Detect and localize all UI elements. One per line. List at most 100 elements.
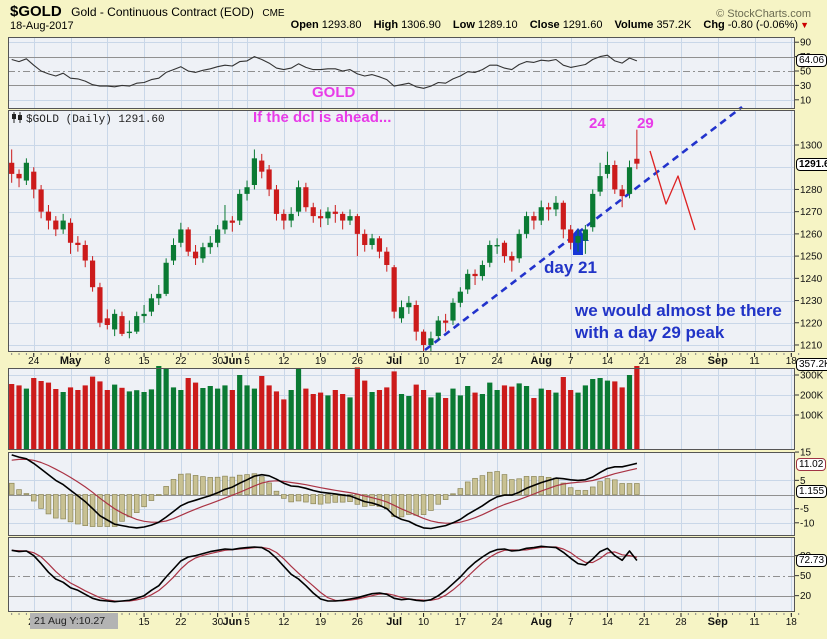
macd-line: [11, 454, 638, 530]
annotation-gold: GOLD: [312, 84, 356, 101]
svg-text:90: 90: [800, 38, 812, 49]
volume-value: 357.2K: [656, 19, 692, 31]
svg-text:22: 22: [175, 617, 187, 628]
macd-panel: [8, 452, 795, 536]
svg-text:30: 30: [212, 617, 224, 628]
svg-text:15: 15: [139, 356, 151, 367]
svg-text:15: 15: [800, 448, 812, 459]
svg-text:7: 7: [568, 356, 574, 367]
candlestick-chart-icon: [12, 112, 22, 123]
svg-text:100K: 100K: [800, 411, 824, 422]
svg-text:18: 18: [786, 356, 798, 367]
crosshair-readout: 21 Aug Y:10.27: [30, 613, 118, 629]
svg-text:21: 21: [639, 617, 651, 628]
volume-value-badge: 357.2K: [796, 358, 827, 371]
open-label: Open: [290, 19, 319, 31]
open-value: 1293.80: [321, 19, 362, 31]
svg-text:24: 24: [492, 356, 504, 367]
svg-text:22: 22: [175, 356, 187, 367]
svg-text:17: 17: [455, 356, 467, 367]
high-value: 1306.90: [401, 19, 441, 31]
svg-text:1220: 1220: [800, 318, 823, 329]
svg-text:Jun: Jun: [223, 616, 243, 628]
candlesticks: [9, 129, 640, 351]
vol-panel-border: [8, 368, 795, 450]
volume-label: Volume: [614, 19, 654, 31]
annotation-day24: 24: [589, 115, 606, 132]
symbol-ticker: $GOLD: [10, 3, 62, 20]
annotation-day21: day 21: [544, 258, 597, 277]
last-price-badge: 1291.60: [796, 158, 827, 171]
svg-text:7: 7: [568, 617, 574, 628]
close-label: Close: [529, 19, 560, 31]
svg-text:1230: 1230: [800, 296, 823, 307]
svg-text:10: 10: [800, 95, 812, 106]
quote-row: 18-Aug-2017 Open 1293.80 High 1306.90 Low 1…: [10, 19, 819, 34]
price-legend-text: $GOLD (Daily) 1291.60: [26, 114, 165, 126]
svg-text:May: May: [60, 355, 82, 367]
svg-text:5: 5: [800, 476, 806, 487]
svg-text:28: 28: [675, 617, 687, 628]
svg-text:17: 17: [455, 617, 467, 628]
svg-text:14: 14: [602, 617, 614, 628]
macd-hist-value-badge: 1.155: [796, 485, 827, 498]
svg-text:12: 12: [278, 356, 290, 367]
svg-text:300K: 300K: [800, 371, 824, 382]
stochastic-value-badge: 72.73: [796, 554, 827, 567]
macd-value-badge: 11.02: [796, 458, 827, 471]
svg-text:24: 24: [492, 617, 504, 628]
macd-panel-border: [8, 452, 795, 536]
annotation-peak-line2: with a day 29 peak: [575, 323, 725, 342]
svg-text:19: 19: [315, 617, 327, 628]
svg-text:21: 21: [639, 356, 651, 367]
stochastic-k-line: [11, 545, 638, 603]
low-value: 1289.10: [477, 19, 518, 31]
svg-text:12: 12: [278, 617, 290, 628]
low-label: Low: [452, 19, 475, 31]
chg-label: Chg: [703, 19, 725, 31]
svg-text:Jul: Jul: [386, 355, 402, 367]
svg-text:19: 19: [315, 356, 327, 367]
chg-down-icon: ▼: [800, 20, 809, 30]
svg-text:10: 10: [418, 356, 430, 367]
svg-text:1280: 1280: [800, 185, 823, 196]
annotation-day29: 29: [637, 115, 654, 132]
svg-text:5: 5: [244, 617, 250, 628]
annotation-peak-line1: we would almost be there: [575, 301, 782, 320]
price-legend: $GOLD (Daily) 1291.60: [11, 112, 165, 126]
chg-value: -0.80 (-0.06%): [727, 19, 799, 31]
svg-text:26: 26: [352, 356, 364, 367]
svg-text:1210: 1210: [800, 340, 823, 351]
rsi-line: [11, 54, 638, 89]
svg-text:Jul: Jul: [386, 616, 402, 628]
svg-text:1240: 1240: [800, 274, 823, 285]
rsi-value-badge: 64.06: [796, 54, 827, 67]
svg-text:24: 24: [28, 356, 40, 367]
svg-text:-5: -5: [800, 504, 809, 515]
chart-header: $GOLD Gold - Continuous Contract (EOD) C…: [0, 0, 827, 35]
stockcharts-copyright: © StockCharts.com: [716, 8, 811, 20]
svg-text:30: 30: [212, 356, 224, 367]
svg-text:11: 11: [749, 617, 760, 628]
macd-signal-line: [11, 458, 638, 524]
svg-text:5: 5: [244, 356, 250, 367]
high-label: High: [373, 19, 399, 31]
svg-text:Jun: Jun: [223, 355, 243, 367]
symbol-exchange: CME: [262, 8, 285, 19]
date-axis-labels: 24 May 8 15 22 30 Jun 5 12 19 26 Jul 10 17 24 Aug 7 14 21 2…: [11, 353, 800, 628]
symbol-row: $GOLD Gold - Continuous Contract (EOD) C…: [10, 3, 819, 20]
svg-text:50: 50: [800, 571, 812, 582]
svg-text:8: 8: [105, 356, 111, 367]
svg-text:1270: 1270: [800, 207, 823, 218]
right-axis-labels: 9070503010130012801270126012501240123012…: [795, 38, 824, 602]
svg-text:50: 50: [800, 67, 812, 78]
volume-bars: [9, 366, 640, 449]
svg-text:14: 14: [602, 356, 614, 367]
svg-text:20: 20: [800, 591, 812, 602]
svg-text:30: 30: [800, 81, 812, 92]
annotation-dcl: If the dcl is ahead...: [253, 109, 392, 126]
sto-panel-border: [8, 537, 795, 612]
svg-text:1260: 1260: [800, 229, 823, 240]
